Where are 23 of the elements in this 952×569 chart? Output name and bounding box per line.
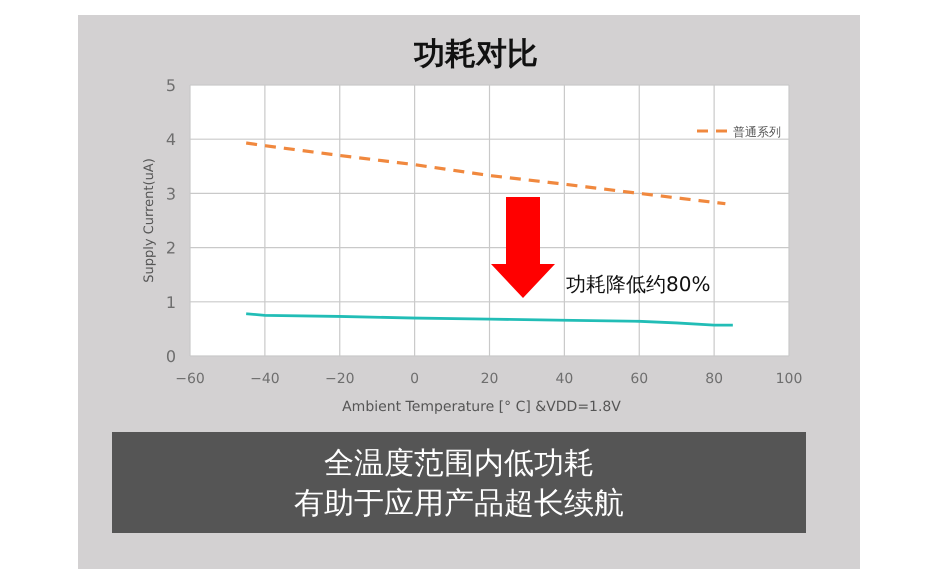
x-tick-label: −60 (175, 371, 205, 387)
line-series (244, 312, 734, 327)
y-tick-label: 3 (166, 184, 176, 204)
x-tick-label: 0 (410, 371, 420, 387)
chart-title: 功耗对比 (413, 36, 538, 72)
x-tick-label: −40 (250, 371, 280, 387)
x-axis-title: Ambient Temperature [° C] &VDD=1.8V (342, 399, 622, 415)
legend-label: 普通系列 (733, 125, 781, 139)
y-tick-label: 5 (166, 76, 176, 95)
text: 有助于应用产品超长续航 (294, 486, 624, 521)
x-tick-label: 80 (705, 371, 724, 387)
y-tick-label: 1 (166, 292, 176, 312)
y-tick-label: 4 (166, 130, 176, 150)
annotation: 功耗降低约80% (566, 272, 710, 296)
y-tick-label: 2 (166, 238, 176, 258)
x-tick-label: 100 (776, 371, 802, 387)
x-tick-label: 40 (555, 371, 574, 387)
x-tick-label: 20 (480, 371, 498, 387)
text: 全温度范围内低功耗 (324, 446, 594, 481)
x-tick-label: 60 (630, 371, 648, 387)
x-tick-label: −20 (324, 371, 355, 387)
y-tick-label: 0 (166, 347, 176, 366)
y-axis-title: Supply Current(uA) (142, 158, 157, 283)
